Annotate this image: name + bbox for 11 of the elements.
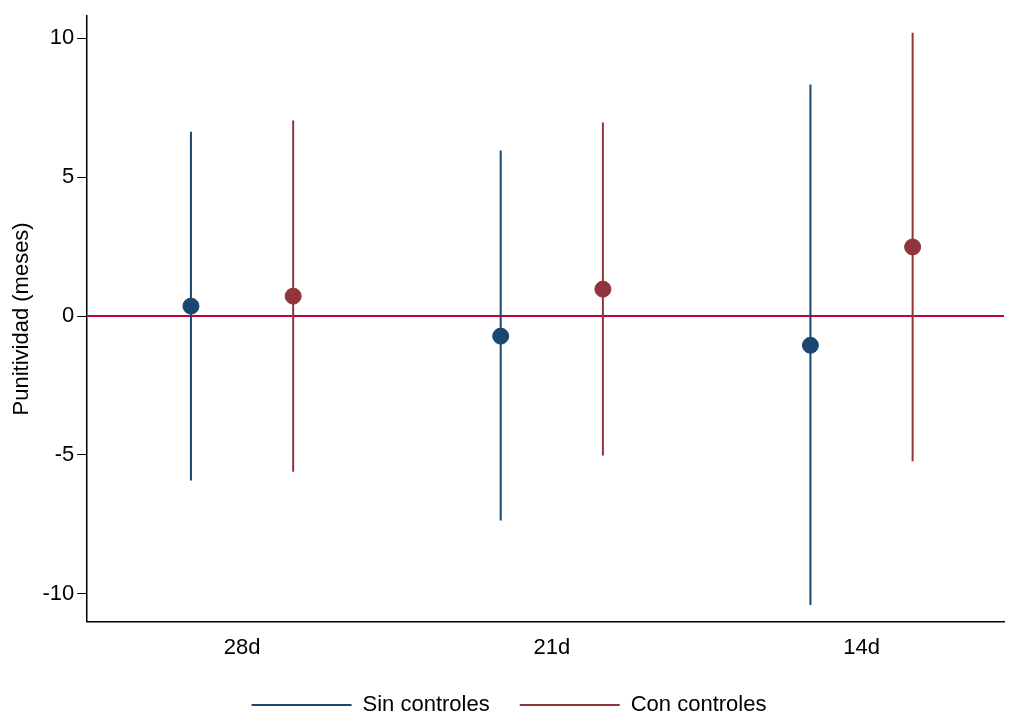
- y-tick-label: 5: [61, 163, 75, 189]
- legend-label: Sin controles: [362, 691, 490, 717]
- y-tick-label: 10: [49, 24, 75, 50]
- legend-label: Con controles: [630, 691, 767, 717]
- y-tick-label: -5: [54, 441, 75, 467]
- x-tick-label: 21d: [533, 633, 571, 659]
- y-tick-label: 0: [61, 302, 75, 328]
- y-tick-label: -10: [42, 579, 75, 605]
- y-axis-title: Punitividad (meses): [8, 222, 34, 416]
- x-tick-label: 14d: [843, 633, 880, 659]
- x-tick-label: 28d: [223, 633, 261, 659]
